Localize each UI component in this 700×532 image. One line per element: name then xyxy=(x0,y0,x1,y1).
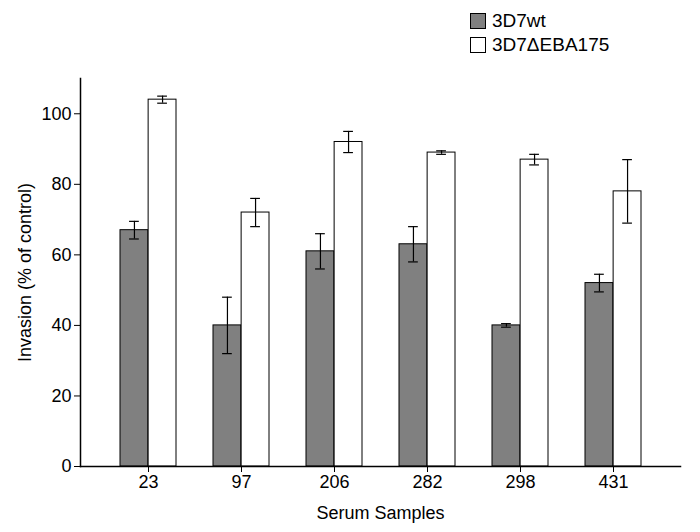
svg-text:282: 282 xyxy=(412,472,442,492)
svg-text:23: 23 xyxy=(138,472,158,492)
svg-text:206: 206 xyxy=(319,472,349,492)
svg-text:97: 97 xyxy=(231,472,251,492)
svg-text:0: 0 xyxy=(61,456,71,476)
svg-text:100: 100 xyxy=(41,104,71,124)
svg-text:80: 80 xyxy=(51,174,71,194)
svg-text:Invasion (% of control): Invasion (% of control) xyxy=(15,183,35,362)
svg-text:60: 60 xyxy=(51,245,71,265)
svg-text:40: 40 xyxy=(51,315,71,335)
svg-text:Serum Samples: Serum Samples xyxy=(316,503,444,523)
svg-text:431: 431 xyxy=(598,472,628,492)
svg-text:298: 298 xyxy=(505,472,535,492)
html-text:3D7ΔEBA175: 3D7ΔEBA175 xyxy=(492,34,610,55)
html-text:3D7wt: 3D7wt xyxy=(492,10,546,31)
svg-text:20: 20 xyxy=(51,386,71,406)
